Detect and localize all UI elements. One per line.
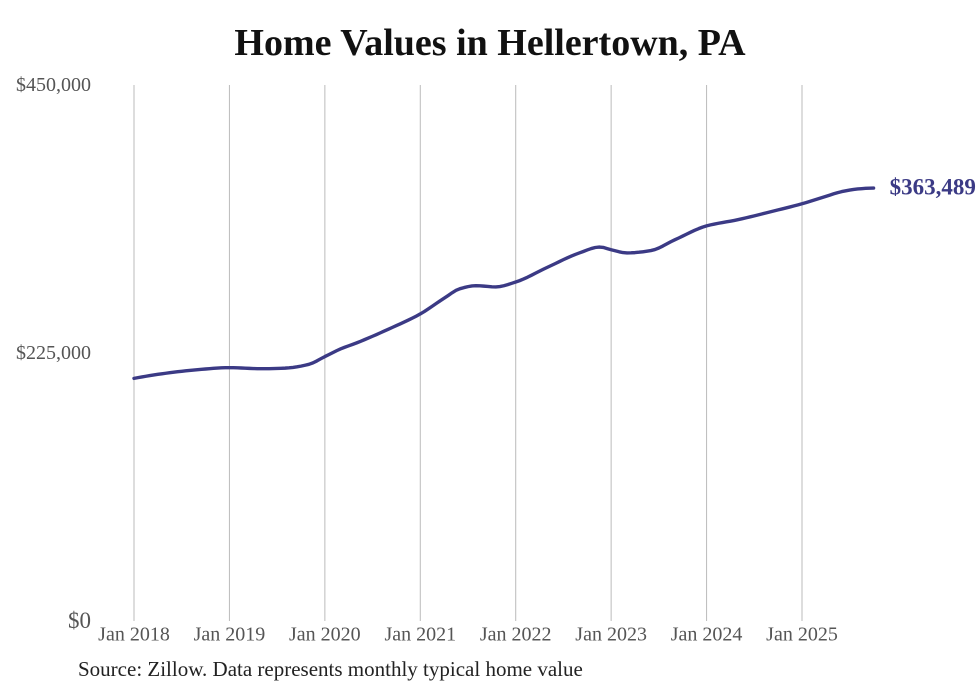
svg-text:$225,000: $225,000 — [16, 342, 91, 364]
svg-text:$450,000: $450,000 — [16, 74, 91, 96]
svg-text:Jan 2024: Jan 2024 — [671, 624, 743, 646]
svg-text:Jan 2018: Jan 2018 — [98, 624, 170, 646]
svg-text:Jan 2020: Jan 2020 — [289, 624, 361, 646]
svg-text:Jan 2021: Jan 2021 — [384, 624, 456, 646]
svg-text:Jan 2022: Jan 2022 — [480, 624, 552, 646]
svg-text:$363,489: $363,489 — [890, 175, 976, 200]
svg-text:Jan 2019: Jan 2019 — [194, 624, 266, 646]
svg-text:$0: $0 — [68, 608, 91, 633]
svg-text:Jan 2025: Jan 2025 — [766, 624, 838, 646]
svg-text:Jan 2023: Jan 2023 — [575, 624, 647, 646]
